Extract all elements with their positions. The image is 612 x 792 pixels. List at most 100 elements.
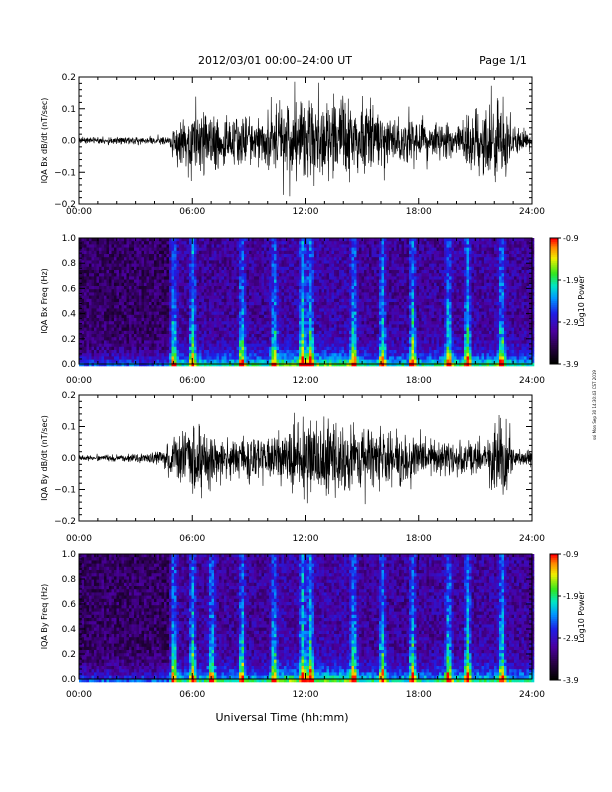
spectrogram-cell <box>209 266 212 271</box>
spectrogram-cell <box>154 254 157 258</box>
spectrogram-cell <box>284 356 287 360</box>
spectrogram-cell <box>321 318 325 322</box>
spectrogram-cell <box>259 241 262 245</box>
spectrogram-cell <box>166 260 170 264</box>
spectrogram-cell <box>156 359 160 364</box>
spectrogram-cell <box>171 292 175 296</box>
spectrogram-cell <box>269 327 272 332</box>
spectrogram-cell <box>346 266 350 271</box>
spectrogram-cell <box>89 340 92 344</box>
spectrogram-cell <box>99 289 102 293</box>
spectrogram-cell <box>371 359 375 364</box>
spectrogram-cell <box>271 356 275 360</box>
spectrogram-cell <box>259 311 262 316</box>
spectrogram-cell <box>191 308 195 312</box>
spectrogram-cell <box>264 282 267 287</box>
spectrogram-cell <box>361 295 365 300</box>
spectrogram-cell <box>339 257 342 261</box>
spectrogram-cell <box>151 327 155 332</box>
spectrogram-cell <box>84 330 87 335</box>
spectrogram-cell <box>281 311 285 316</box>
spectrogram-cell <box>334 302 337 306</box>
spectrogram-cell <box>339 356 342 360</box>
spectrogram-cell <box>84 282 87 287</box>
spectrogram-cell <box>206 302 210 306</box>
spectrogram-cell <box>186 254 190 258</box>
spectrogram-cell <box>279 298 282 303</box>
spectrogram-cell <box>279 289 282 293</box>
spectrogram-cell <box>236 340 240 344</box>
spectrogram-cell <box>96 321 100 325</box>
spectrogram-cell <box>321 321 325 325</box>
spectrogram-cell <box>371 330 375 335</box>
spectrogram-cell <box>149 286 152 290</box>
spectrogram-cell <box>91 257 95 261</box>
spectrogram-cell <box>111 318 115 322</box>
spectrogram-cell <box>216 282 220 287</box>
spectrogram-cell <box>86 311 90 316</box>
spectrogram-cell <box>231 311 235 316</box>
spectrogram-cell <box>289 289 292 293</box>
spectrogram-cell <box>166 250 170 255</box>
spectrogram-cell <box>121 250 125 255</box>
spectrogram-cell <box>304 244 307 248</box>
spectrogram-cell <box>91 314 95 319</box>
spectrogram-cell <box>189 254 192 258</box>
spectrogram-cell <box>239 305 242 309</box>
spectrogram-cell <box>161 337 165 341</box>
spectrogram-cell <box>101 279 105 284</box>
spectrogram-cell <box>166 330 170 335</box>
spectrogram-cell <box>206 359 210 364</box>
spectrogram-cell <box>309 359 312 364</box>
spectrogram-cell <box>324 308 327 312</box>
spectrogram-cell <box>169 359 172 364</box>
spectrogram-cell <box>214 289 217 293</box>
spectrogram-cell <box>279 343 282 348</box>
spectrogram-cell <box>319 334 322 338</box>
spectrogram-cell <box>294 343 297 348</box>
spectrogram-cell <box>249 247 252 252</box>
spectrogram-cell <box>354 292 357 296</box>
spectrogram-cell <box>309 362 312 367</box>
spectrogram-cell <box>86 353 90 357</box>
spectrogram-cell <box>116 305 120 309</box>
spectrogram-cell <box>204 337 207 341</box>
spectrogram-cell <box>146 241 150 245</box>
spectrogram-cell <box>284 321 287 325</box>
spectrogram-cell <box>331 305 335 309</box>
spectrogram-cell <box>241 350 245 354</box>
spectrogram-cell <box>204 302 207 306</box>
spectrogram-cell <box>351 266 355 271</box>
spectrogram-cell <box>286 279 290 284</box>
spectrogram-cell <box>259 321 262 325</box>
spectrogram-cell <box>109 241 112 245</box>
spectrogram-cell <box>239 247 242 252</box>
spectrogram-cell <box>216 257 220 261</box>
spectrogram-cell <box>101 282 105 287</box>
spectrogram-cell <box>311 286 315 290</box>
spectrogram-cell <box>321 247 325 252</box>
spectrogram-cell <box>159 362 162 367</box>
spectrogram-cell <box>181 260 185 264</box>
spectrogram-cell <box>169 266 172 271</box>
spectrogram-cell <box>346 260 350 264</box>
spectrogram-cell <box>151 311 155 316</box>
spectrogram-cell <box>251 273 255 277</box>
spectrogram-cell <box>274 289 277 293</box>
spectrogram-cell <box>314 346 317 351</box>
spectrogram-cell <box>124 327 127 332</box>
spectrogram-cell <box>259 282 262 287</box>
spectrogram-cell <box>94 298 97 303</box>
spectrogram-cell <box>246 353 250 357</box>
spectrogram-cell <box>234 343 237 348</box>
spectrogram-cell <box>324 247 327 252</box>
spectrogram-cell <box>264 276 267 280</box>
spectrogram-cell <box>321 241 325 245</box>
spectrogram-cell <box>249 238 252 242</box>
spectrogram-cell <box>114 362 117 367</box>
spectrogram-cell <box>99 257 102 261</box>
spectrogram-cell <box>359 292 362 296</box>
spectrogram-cell <box>229 311 232 316</box>
spectrogram-cell <box>121 247 125 252</box>
spectrogram-cell <box>236 276 240 280</box>
